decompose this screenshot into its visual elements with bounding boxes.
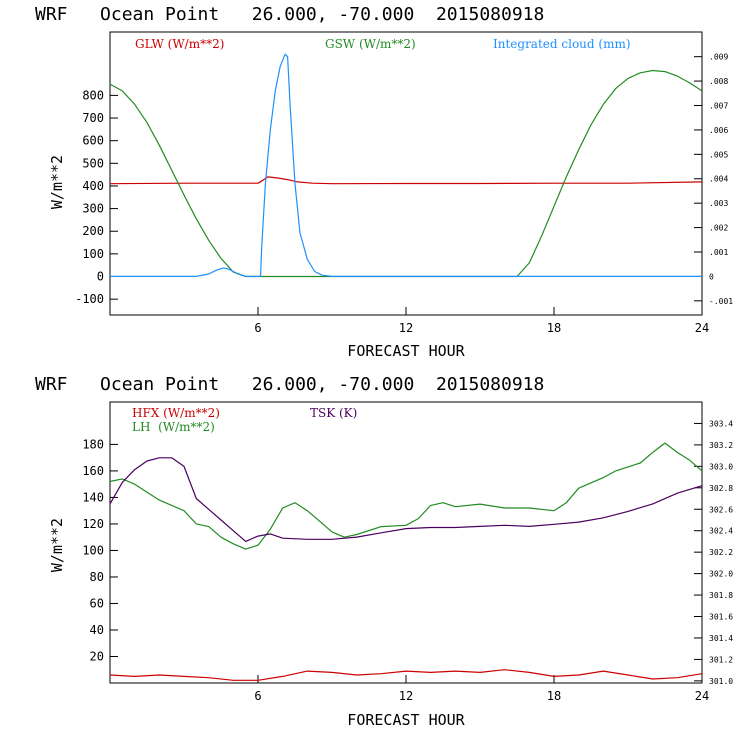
panel2-legend-lh: LH (W/m**2) [132, 420, 215, 434]
panel1-legend-cloud: Integrated cloud (mm) [493, 37, 631, 51]
panel1-y2tick-label: .007 [709, 101, 728, 110]
panel1-series-gsw-line [109, 69, 703, 278]
panel1-y2tick-label: .004 [709, 175, 728, 184]
panel2-y2tick-label: 302.2 [709, 548, 733, 557]
panel2-ytick-label: 100 [82, 543, 104, 557]
panel2-y2tick-label: 302.6 [709, 505, 733, 514]
panel1-y2tick-label: .002 [709, 224, 728, 233]
panel2-y2tick-label: 303.2 [709, 441, 733, 450]
panel2-ytick-label: 80 [90, 570, 104, 584]
panel1-y2tick-label: .005 [709, 150, 728, 159]
panel2-ytick-label: 40 [90, 623, 104, 637]
panel1-y2tick-label: .006 [709, 126, 728, 135]
panel2-y2tick-label: 302.8 [709, 484, 733, 493]
panel2-ytick-label: 60 [90, 596, 104, 610]
panel2-title: WRF Ocean Point 26.000, -70.000 20150809… [35, 374, 544, 395]
panel2-xlabel: FORECAST HOUR [347, 711, 465, 729]
panel2-y2tick-label: 301.0 [709, 677, 733, 686]
panel1-xtick-label: 24 [695, 321, 709, 335]
panel2-y2tick-label: 302.4 [709, 527, 733, 536]
panel1-y2tick-label: .001 [709, 248, 728, 257]
panel2-y2tick-label: 301.2 [709, 655, 733, 664]
panel1-ytick-label: 800 [82, 88, 104, 102]
panel1-ytick-label: 100 [82, 247, 104, 261]
panel2-ylabel: W/m**2 [48, 518, 66, 572]
panel1-series-integrated-line [110, 53, 702, 277]
panel2-legend-tsk: TSK (K) [310, 406, 357, 420]
panel1-ytick-label: -100 [75, 292, 104, 306]
panel2-xtick-label: 18 [547, 689, 561, 703]
panel1-y2tick-label: 0 [709, 272, 714, 281]
panel2-ytick-label: 140 [82, 490, 104, 504]
panel2-xtick-label: 24 [695, 689, 709, 703]
panel1-xtick-label: 6 [254, 321, 261, 335]
panel1-y2tick-label: .008 [709, 77, 728, 86]
panel2-ytick-label: 160 [82, 464, 104, 478]
panel2-ytick-label: 180 [82, 437, 104, 451]
panel2-series-hfx-line [109, 669, 703, 681]
panel1-ytick-label: 400 [82, 179, 104, 193]
panel2-y2tick-label: 303.4 [709, 419, 733, 428]
panel1-ytick-label: 300 [82, 202, 104, 216]
panel1-ytick-label: 600 [82, 134, 104, 148]
panel1-ytick-label: 700 [82, 111, 104, 125]
panel1-legend-glw: GLW (W/m**2) [135, 37, 224, 51]
panel2-xtick-label: 12 [399, 689, 413, 703]
panel2-y2tick-label: 301.6 [709, 613, 733, 622]
panel1-series-glw-line [109, 176, 703, 185]
panel1-ytick-label: 200 [82, 224, 104, 238]
panel1-title: WRF Ocean Point 26.000, -70.000 20150809… [35, 4, 544, 25]
panel2-series-tsk-line [109, 457, 703, 543]
panel2-y2tick-label: 301.4 [709, 634, 733, 643]
panel2-series-lh-line [109, 442, 703, 550]
panel2-y2tick-label: 302.0 [709, 570, 733, 579]
panel1-ytick-label: 500 [82, 156, 104, 170]
panel2-xtick-label: 6 [254, 689, 261, 703]
panel1-legend-gsw: GSW (W/m**2) [325, 37, 416, 51]
panel1-y2tick-label: .009 [709, 53, 728, 62]
panel1-y2tick-label: .003 [709, 199, 728, 208]
panel1-ylabel: W/m**2 [48, 155, 66, 209]
panel2-ytick-label: 20 [90, 649, 104, 663]
panel1-xlabel: FORECAST HOUR [347, 342, 465, 360]
panel2-legend-hfx: HFX (W/m**2) [132, 406, 220, 420]
panel2-plot-frame [109, 401, 703, 684]
panel1-xtick-label: 18 [547, 321, 561, 335]
panel2-y2tick-label: 303.0 [709, 462, 733, 471]
panel1-xtick-label: 12 [399, 321, 413, 335]
panel2-ytick-label: 120 [82, 517, 104, 531]
panel1-y2tick-label: -.001 [709, 297, 733, 306]
panel2-y2tick-label: 301.8 [709, 591, 733, 600]
panel1-ytick-label: 0 [97, 270, 104, 284]
panel1-plot-frame [109, 31, 703, 316]
